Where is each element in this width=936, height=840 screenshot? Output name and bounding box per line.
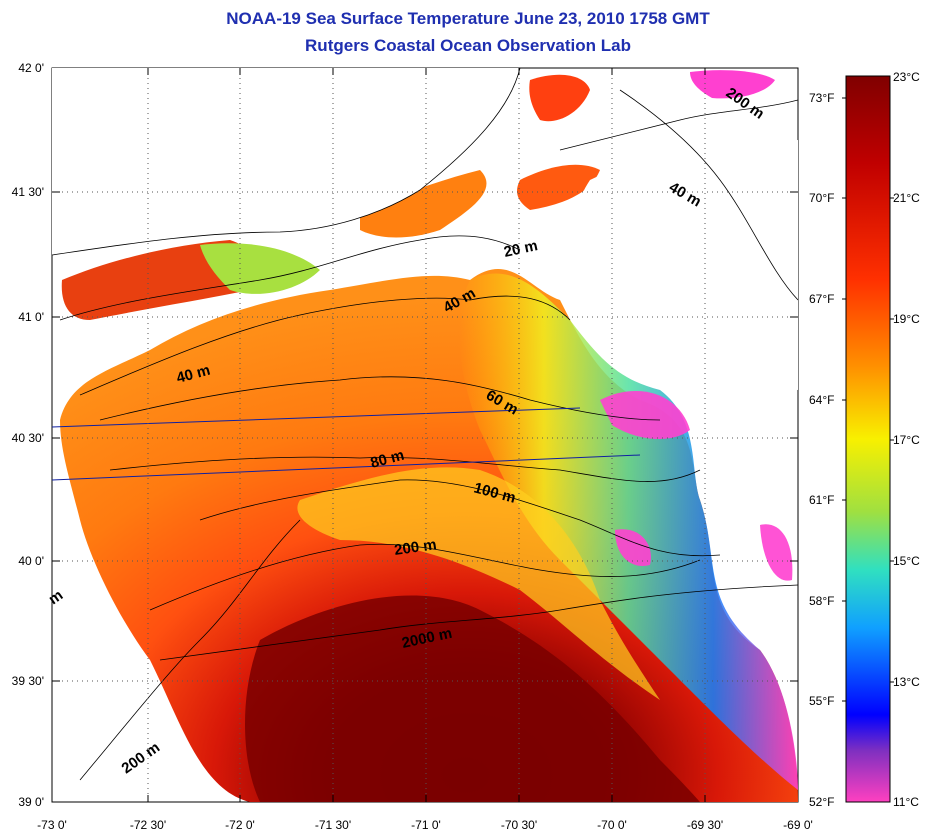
fahrenheit-label: 64°F (809, 393, 835, 407)
fahrenheit-label: 73°F (809, 91, 835, 105)
transect-line-north (51, 407, 581, 428)
lat-label: 41 0' (18, 310, 44, 324)
lat-label: 40 0' (18, 554, 44, 568)
transect-line-south (51, 454, 641, 481)
lat-label: 39 0' (18, 795, 44, 809)
lat-label: 42 0' (18, 61, 44, 75)
fahrenheit-label: 61°F (809, 493, 835, 507)
celsius-label: 13°C (893, 675, 920, 689)
celsius-label: 19°C (893, 312, 920, 326)
lat-label: 41 30' (11, 185, 44, 199)
lon-label: -72 30' (129, 818, 167, 832)
lon-label: -69 30' (686, 818, 724, 832)
lat-label: 40 30' (11, 431, 44, 445)
isobath-label: 200 m (393, 536, 437, 559)
fahrenheit-label: 55°F (809, 694, 835, 708)
fahrenheit-label: 58°F (809, 594, 835, 608)
fahrenheit-label: 67°F (809, 292, 835, 306)
celsius-label: 21°C (893, 191, 920, 205)
lon-label: -71 30' (314, 818, 352, 832)
sst-imagery (52, 68, 798, 802)
frame-ticks (52, 68, 798, 802)
fahrenheit-label: 52°F (809, 795, 835, 809)
map-subtitle: Rutgers Coastal Ocean Observation Lab (305, 36, 631, 55)
celsius-label: 11°C (893, 795, 919, 809)
celsius-label: 23°C (893, 70, 920, 84)
color-scale-ticks (842, 97, 894, 702)
fahrenheit-label: 70°F (809, 191, 835, 205)
celsius-label: 17°C (893, 433, 920, 447)
map-title: NOAA-19 Sea Surface Temperature June 23,… (226, 9, 710, 28)
lat-label: 39 30' (11, 674, 44, 688)
celsius-label: 15°C (893, 554, 920, 568)
lon-label: -69 0' (783, 818, 813, 832)
color-scale-bar (845, 75, 891, 803)
lon-label: -73 0' (37, 818, 67, 832)
lon-label: -71 0' (411, 818, 441, 832)
isobath-label: 20 m (502, 237, 539, 261)
lon-label: -70 0' (597, 818, 627, 832)
lon-label: -72 0' (225, 818, 255, 832)
lon-label: -70 30' (500, 818, 538, 832)
isobath-lines (52, 68, 798, 781)
